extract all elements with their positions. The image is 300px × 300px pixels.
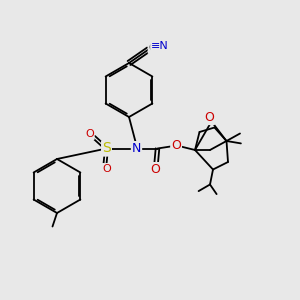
Text: S: S bbox=[102, 142, 111, 155]
Text: O: O bbox=[85, 129, 94, 139]
Text: O: O bbox=[102, 164, 111, 174]
Text: O: O bbox=[204, 111, 214, 124]
Text: N: N bbox=[132, 142, 141, 155]
Text: O: O bbox=[171, 139, 181, 152]
Text: O: O bbox=[151, 163, 160, 176]
Text: ≡N: ≡N bbox=[151, 41, 169, 51]
Text: C: C bbox=[148, 43, 156, 53]
